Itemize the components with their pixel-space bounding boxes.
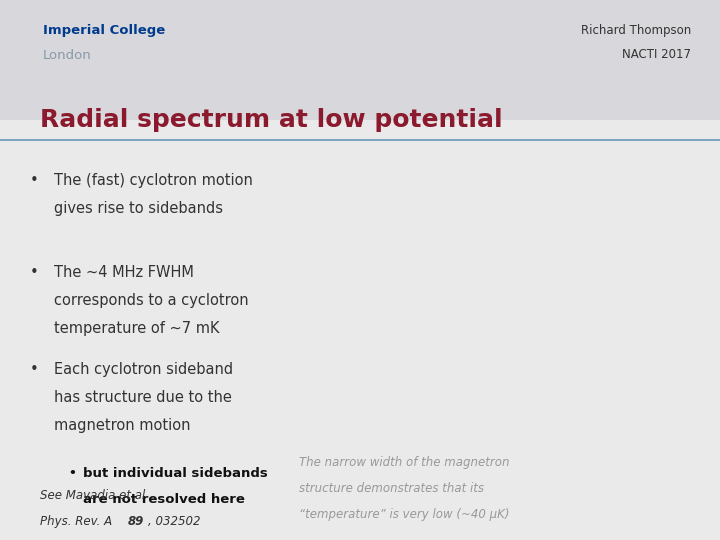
Text: but individual sidebands: but individual sidebands [83,467,268,480]
Bar [0,0,720,120]
Text: corresponds to a cyclotron: corresponds to a cyclotron [54,293,248,308]
Text: •: • [30,362,39,377]
Text: See Mavadia et al: See Mavadia et al [40,489,145,502]
Text: •: • [30,265,39,280]
Text: temperature of ~7 mK: temperature of ~7 mK [54,321,220,336]
Text: NACTI 2017: NACTI 2017 [622,48,691,60]
Text: structure demonstrates that its: structure demonstrates that its [299,482,484,495]
Text: “temperature” is very low (~40 μK): “temperature” is very low (~40 μK) [299,508,509,521]
Text: are not resolved here: are not resolved here [83,493,245,506]
Text: 89: 89 [128,515,145,528]
Text: Phys. Rev. A: Phys. Rev. A [40,515,115,528]
Text: , 032502: , 032502 [148,515,200,528]
Text: gives rise to sidebands: gives rise to sidebands [54,201,223,216]
Text: The ~4 MHz FWHM: The ~4 MHz FWHM [54,265,194,280]
Text: Richard Thompson: Richard Thompson [581,24,691,37]
Text: London: London [43,49,92,62]
Text: •: • [68,467,76,480]
Text: magnetron motion: magnetron motion [54,418,191,433]
Text: Each cyclotron sideband: Each cyclotron sideband [54,362,233,377]
Bar [0,120,720,540]
Text: The narrow width of the magnetron: The narrow width of the magnetron [299,456,509,469]
Text: has structure due to the: has structure due to the [54,390,232,405]
Text: Imperial College: Imperial College [43,24,166,37]
Text: •: • [30,173,39,188]
Text: Radial spectrum at low potential: Radial spectrum at low potential [40,108,503,132]
Text: The (fast) cyclotron motion: The (fast) cyclotron motion [54,173,253,188]
